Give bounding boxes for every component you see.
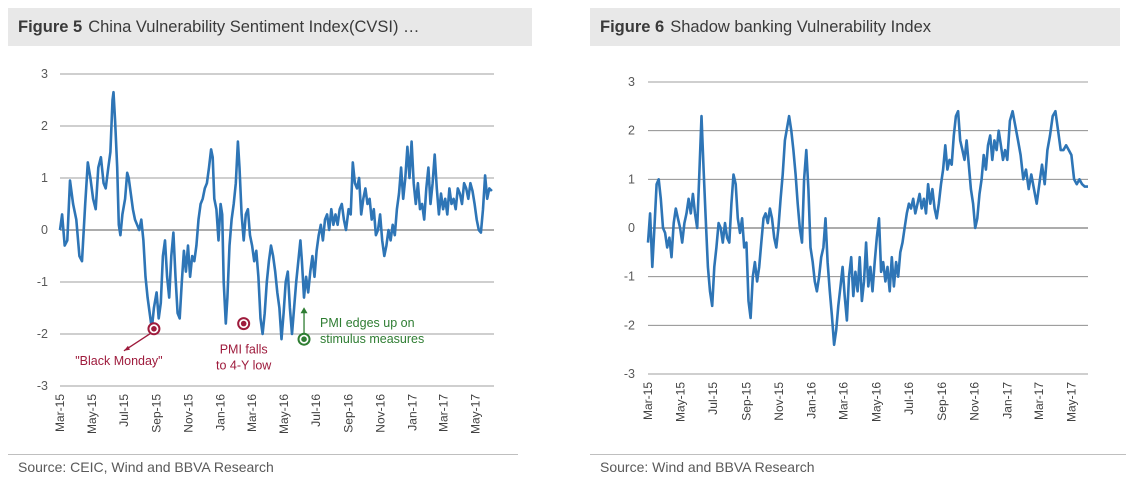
x-tick-label: Mar-16 — [245, 394, 259, 432]
x-tick-label: Mar-17 — [1032, 382, 1046, 420]
x-tick-label: Sep-15 — [739, 382, 753, 421]
x-tick-label: Nov-15 — [772, 382, 786, 421]
x-tick-label: Jul-15 — [706, 382, 720, 415]
x-tick-label: Sep-16 — [342, 394, 356, 433]
figure-6-header: Figure 6 Shadow banking Vulnerability In… — [590, 8, 1120, 46]
y-tick-label: -1 — [624, 270, 635, 284]
y-tick-label: -1 — [37, 275, 48, 289]
x-tick-label: May-16 — [277, 394, 291, 434]
x-tick-label: Jan-16 — [214, 394, 228, 431]
x-tick-label: May-15 — [674, 382, 688, 422]
x-tick-label: Nov-16 — [968, 382, 982, 421]
x-tick-label: Jan-17 — [1000, 382, 1014, 419]
x-tick-label: Mar-15 — [641, 382, 655, 420]
figure-6-title: Shadow banking Vulnerability Index — [670, 17, 931, 36]
figure-6-chart: 3 2 1 0 -1 -2 -3 Mar-15 May-15 Jul-15 Sep-15 Nov-15… — [624, 75, 1088, 422]
x-tick-label: Jan-17 — [406, 394, 420, 431]
figure-5-label: Figure 5 — [18, 17, 83, 36]
y-tick-label: -3 — [37, 379, 48, 393]
y-tick-label: 3 — [41, 67, 48, 81]
y-tick-label: 0 — [628, 221, 635, 235]
y-tick-label: -2 — [624, 318, 635, 332]
annotation-label: stimulus measures — [320, 332, 424, 346]
figure-5-chart: 3 2 1 0 -1 -2 -3 Mar-15 May-15 Jul-15 Sep-15 Nov-15… — [37, 67, 494, 434]
x-tick-label: Mar-17 — [437, 394, 451, 432]
figure-5-title: China Vulnerability Sentiment Index(CVSI… — [88, 17, 420, 36]
x-tick-label: Mar-16 — [837, 382, 851, 420]
x-tick-label: Nov-16 — [374, 394, 388, 433]
y-tick-label: 3 — [628, 75, 635, 89]
x-tick-label: Jul-16 — [902, 382, 916, 415]
figure-6-source: Source: Wind and BBVA Research — [600, 459, 815, 475]
y-tick-label: 0 — [41, 223, 48, 237]
series-line — [646, 109, 1088, 347]
annotation-label: PMI falls — [220, 343, 268, 357]
annotation-marker-dot — [151, 326, 157, 332]
figure-6-label: Figure 6 — [600, 17, 665, 36]
x-tick-label: Jan-16 — [805, 382, 819, 419]
annotation-label: PMI edges up on — [320, 316, 415, 330]
figure-6-panel: Figure 6 Shadow banking Vulnerability In… — [590, 0, 1144, 485]
figure-5-panel: Figure 5 China Vulnerability Sentiment I… — [0, 0, 540, 485]
annotation-marker-dot — [301, 336, 307, 343]
figure-6-source-rule — [590, 454, 1126, 455]
annotation-marker-dot — [240, 320, 247, 327]
x-tick-label: Sep-16 — [935, 382, 949, 421]
x-tick-label: Jul-16 — [309, 394, 323, 427]
y-tick-label: -2 — [37, 327, 48, 341]
x-tick-label: May-16 — [869, 382, 883, 422]
series-line — [58, 90, 493, 341]
x-tick-label: May-15 — [85, 394, 99, 434]
x-tick-label: May-17 — [1064, 382, 1078, 422]
annotation-arrowhead — [300, 307, 308, 314]
y-tick-label: -3 — [624, 367, 635, 381]
x-tick-label: Jul-15 — [117, 394, 131, 427]
figure-5-source: Source: CEIC, Wind and BBVA Research — [18, 459, 274, 475]
x-tick-label: Sep-15 — [150, 394, 164, 433]
x-tick-label: Mar-15 — [53, 394, 67, 432]
annotation-arrowhead — [123, 345, 130, 351]
x-tick-label: May-17 — [469, 394, 483, 434]
figure-5-header: Figure 5 China Vulnerability Sentiment I… — [8, 8, 532, 46]
x-tick-label: Nov-15 — [182, 394, 196, 433]
y-tick-label: 2 — [41, 119, 48, 133]
annotation-label: to 4-Y low — [216, 359, 272, 373]
y-tick-label: 1 — [628, 172, 635, 186]
figure-5-source-rule — [8, 454, 518, 455]
y-tick-label: 1 — [41, 171, 48, 185]
y-tick-label: 2 — [628, 124, 635, 138]
annotation-label: "Black Monday" — [75, 354, 162, 368]
